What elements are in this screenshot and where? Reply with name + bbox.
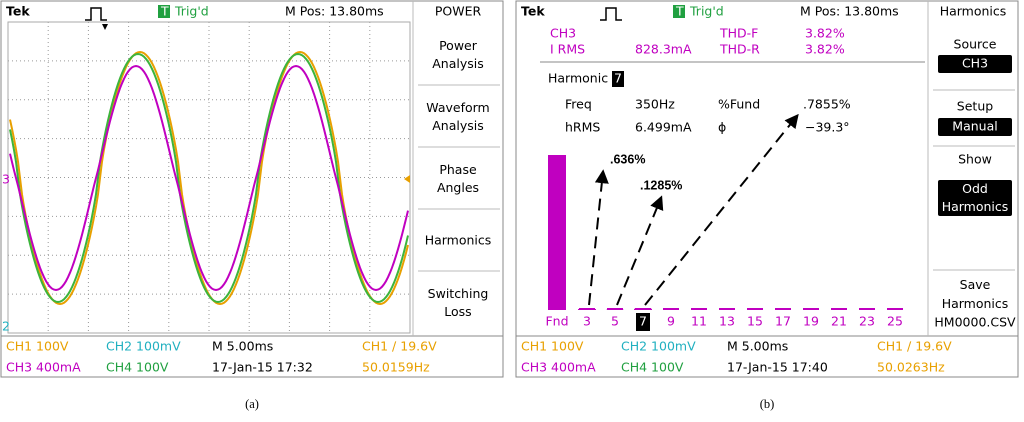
footer-readout: 17-Jan-15 17:32: [212, 360, 313, 375]
info-fund: .7855%: [803, 97, 851, 112]
footer-readout: CH1 100V: [6, 339, 69, 354]
info-thdf-label: THD-F: [719, 26, 758, 41]
footer-readout: CH4 100V: [106, 360, 169, 375]
footer-readout: CH1 ∕ 19.6V: [362, 339, 437, 354]
position: M Pos: 13.80ms: [285, 4, 384, 19]
info-freq-label: Freq: [565, 97, 592, 112]
info-fund-label: %Fund: [718, 97, 760, 112]
menu-word: Harmonics: [942, 199, 1009, 214]
bar-baseline-stub: [747, 308, 763, 310]
info-hrms-label: hRMS: [565, 120, 600, 135]
info-channel: CH3: [550, 26, 576, 41]
position: M Pos: 13.80ms: [800, 4, 899, 19]
menu-word: Odd: [962, 181, 988, 196]
menu-value[interactable]: Manual: [952, 119, 997, 134]
menu-value[interactable]: HM0000.CSV: [934, 315, 1016, 330]
category-label: 5: [611, 314, 619, 329]
footer-readout: CH2 100mV: [106, 339, 181, 354]
harmonic-bar: [634, 309, 652, 310]
bar-baseline-stub: [607, 308, 623, 310]
info-phase: −39.3°: [805, 120, 850, 135]
menu-word: Power: [439, 38, 478, 53]
footer-readout: CH3 400mA: [6, 360, 81, 375]
bar-baseline-stub: [691, 308, 707, 310]
bar-baseline-stub: [775, 308, 791, 310]
trigger-status: Trig'd: [689, 4, 724, 19]
bar-baseline-stub: [859, 308, 875, 310]
category-label: 11: [691, 314, 707, 329]
footer-readout: CH4 100V: [621, 360, 684, 375]
menu-value[interactable]: CH3: [962, 56, 988, 71]
footer-readout: CH1 100V: [521, 339, 584, 354]
category-label: 3: [583, 314, 591, 329]
menu-word: Analysis: [432, 56, 484, 71]
harmonic-number: 7: [614, 71, 622, 86]
footer-readout: CH1 ∕ 19.6V: [877, 339, 952, 354]
menu-label[interactable]: Source: [954, 37, 997, 52]
menu-word: Analysis: [432, 118, 484, 133]
value-label: .636%: [610, 152, 645, 166]
bar-baseline-stub: [663, 308, 679, 310]
trigger-status: Trig'd: [174, 4, 209, 19]
menu-word: Angles: [437, 180, 479, 195]
category-label: 19: [803, 314, 819, 329]
brand: Tek: [6, 4, 30, 19]
harmonic-bar: [578, 309, 596, 310]
info-thdr: 3.82%: [805, 42, 845, 57]
harmonic-bar: [548, 155, 566, 310]
menu-word: Harmonics: [942, 296, 1009, 311]
footer-readout: CH2 100mV: [621, 339, 696, 354]
menu-word: Phase: [439, 162, 477, 177]
info-irms-label: I RMS: [550, 42, 585, 57]
value-label: .1285%: [640, 178, 682, 192]
trigger-icon: T: [675, 4, 684, 19]
footer-readout: CH3 400mA: [521, 360, 596, 375]
menu-word: Switching: [428, 286, 489, 301]
caption: (a): [245, 397, 259, 411]
menu-title: POWER: [435, 4, 482, 19]
menu-word: Loss: [444, 304, 471, 319]
trigger-icon: T: [160, 4, 169, 19]
brand: Tek: [521, 4, 545, 19]
bar-baseline-stub: [887, 308, 903, 310]
caption: (b): [760, 397, 775, 411]
bar-baseline-stub: [831, 308, 847, 310]
menu-word: Waveform: [426, 100, 489, 115]
info-harmonic-label: Harmonic: [548, 71, 608, 86]
category-label: 15: [747, 314, 763, 329]
footer-readout: 50.0263Hz: [877, 360, 945, 375]
category-label: 7: [639, 314, 647, 329]
bar-baseline-stub: [719, 308, 735, 310]
category-label: 17: [775, 314, 791, 329]
footer-readout: 50.0159Hz: [362, 360, 430, 375]
footer-readout: M 5.00ms: [727, 339, 788, 354]
bar-baseline-stub: [803, 308, 819, 310]
menu-word: Save: [960, 277, 991, 292]
menu-label[interactable]: Show: [958, 152, 992, 167]
footer-readout: M 5.00ms: [212, 339, 273, 354]
category-label: 25: [887, 314, 903, 329]
menu-title: Harmonics: [940, 4, 1007, 19]
menu-item[interactable]: Harmonics: [425, 233, 492, 248]
category-label: 9: [667, 314, 675, 329]
info-thdf: 3.82%: [805, 26, 845, 41]
screen-frame: [1, 1, 503, 377]
channel-marker: 3: [2, 172, 10, 187]
category-label: Fnd: [545, 314, 568, 329]
menu-label[interactable]: Setup: [957, 99, 993, 114]
info-freq: 350Hz: [635, 97, 675, 112]
footer-readout: 17-Jan-15 17:40: [727, 360, 828, 375]
info-phase-label: ϕ: [718, 120, 726, 135]
info-hrms: 6.499mA: [635, 120, 692, 135]
channel-marker: 2: [2, 319, 10, 334]
info-thdr-label: THD-R: [719, 42, 760, 57]
info-irms: 828.3mA: [635, 42, 692, 57]
category-label: 23: [859, 314, 875, 329]
category-label: 13: [719, 314, 735, 329]
category-label: 21: [831, 314, 847, 329]
